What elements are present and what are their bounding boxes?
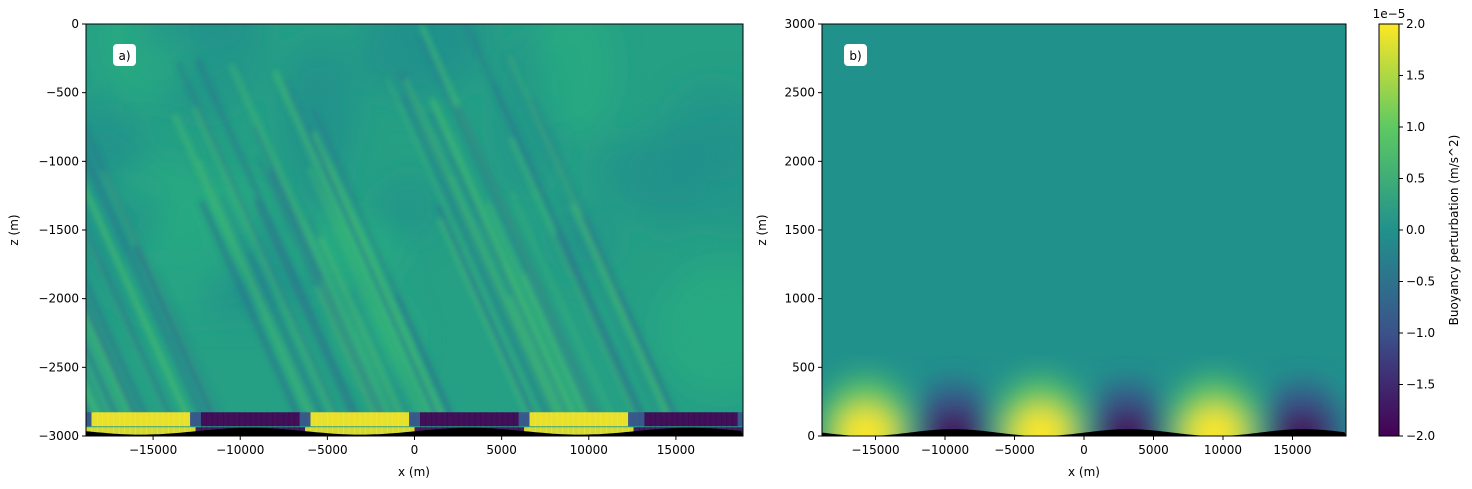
panel-b-xtick-label: −15000 [851,443,899,457]
panel-a-xtick-label: 0 [411,443,419,457]
panel-a-xtick-label: −5000 [307,443,348,457]
panel-b-label: b) [849,49,861,63]
colorbar-gradient [1378,23,1400,437]
panel-b-ytick-label: 3000 [784,17,815,31]
panel-a-xtick-label: 5000 [486,443,517,457]
panel-b-ytick-label: 0 [807,429,815,443]
panel-b-background [822,24,1346,436]
panel-b-label-box: b) [844,44,867,66]
panel-b-topography [822,429,1346,436]
colorbar-scale-label: 1e−5 [1373,7,1406,21]
panel-b-xtick-label: 5000 [1138,443,1169,457]
panel-b-xtick-label: −10000 [921,443,969,457]
colorbar-tick-label: −1.0 [1406,326,1435,340]
panel-a-ytick-label: 0 [71,17,79,31]
panel-b-ytick-label: 1000 [784,292,815,306]
panel-a-ytick-label: −2000 [38,292,79,306]
colorbar-tick-label: −2.0 [1406,429,1435,443]
colorbar-tick-label: −1.5 [1406,378,1435,392]
panel-b-ytick-label: 1500 [784,223,815,237]
colorbar-tick-label: 0.5 [1406,172,1425,186]
panel-b-field [822,376,1345,436]
panel-b-ytick-label: 2500 [784,86,815,100]
panel-a-xlabel: x (m) [398,465,430,479]
panel-a-ylabel: z (m) [7,214,21,245]
panel-b-y-axis: 0 500 1000 1500 2000 2500 3000 [784,17,822,443]
panel-b-xtick-label: 10000 [1204,443,1242,457]
panel-a-ytick-label: −3000 [38,429,79,443]
panel-a-xtick-label: −10000 [216,443,264,457]
panel-b-ytick-label: 2000 [784,154,815,168]
panel-a-label-box: a) [113,44,136,66]
panel-b-xtick-label: 0 [1080,443,1088,457]
panel-b-x-axis: −15000 −10000 −5000 0 5000 10000 15000 [851,436,1312,457]
panel-a-xtick-label: −15000 [129,443,177,457]
colorbar-tick-label: 1.0 [1406,120,1425,134]
panel-b-xlabel: x (m) [1068,465,1100,479]
panel-b-ytick-label: 500 [792,360,815,374]
colorbar: 2.0 1.5 1.0 0.5 0.0 −0.5 −1.0 −1.5 −2.0 1e−5 Buo… [1373,7,1461,443]
panel-a-ytick-label: −1500 [38,223,79,237]
colorbar-tick-label: 1.5 [1406,69,1425,83]
panel-a-field [86,24,743,436]
colorbar-label: Buoyancy perturbation (m/s^2) [1447,135,1461,326]
panel-a-label: a) [118,49,130,63]
colorbar-tick-label: 2.0 [1406,17,1425,31]
panel-b-anomaly [1168,376,1261,436]
panel-b-anomaly [822,376,912,436]
panel-b: b) −15000 −10000 −5000 0 5000 10000 15000 0 500… [755,17,1347,479]
panel-b-xtick-label: 15000 [1273,443,1311,457]
panel-a-ytick-label: −1000 [38,154,79,168]
panel-a-x-axis: −15000 −10000 −5000 0 5000 10000 15000 [129,436,695,457]
panel-a-topography [86,427,743,436]
panel-b-anomaly [994,376,1087,436]
colorbar-tick-label: −0.5 [1406,275,1435,289]
panel-a: a) −15000 −10000 −5000 0 5000 10000 15000 0 −50… [7,17,744,479]
colorbar-tick-label: 0.0 [1406,223,1425,237]
colorbar-ticks: 2.0 1.5 1.0 0.5 0.0 −0.5 −1.0 −1.5 −2.0 [1399,17,1435,443]
panel-b-xtick-label: −5000 [994,443,1035,457]
panel-a-xtick-label: 10000 [570,443,608,457]
panel-a-ytick-label: −2500 [38,360,79,374]
panel-b-ylabel: z (m) [755,214,769,245]
panel-a-y-axis: 0 −500 −1000 −1500 −2000 −2500 −3000 [38,17,86,443]
panel-a-xtick-label: 15000 [657,443,695,457]
panel-a-ytick-label: −500 [46,86,79,100]
